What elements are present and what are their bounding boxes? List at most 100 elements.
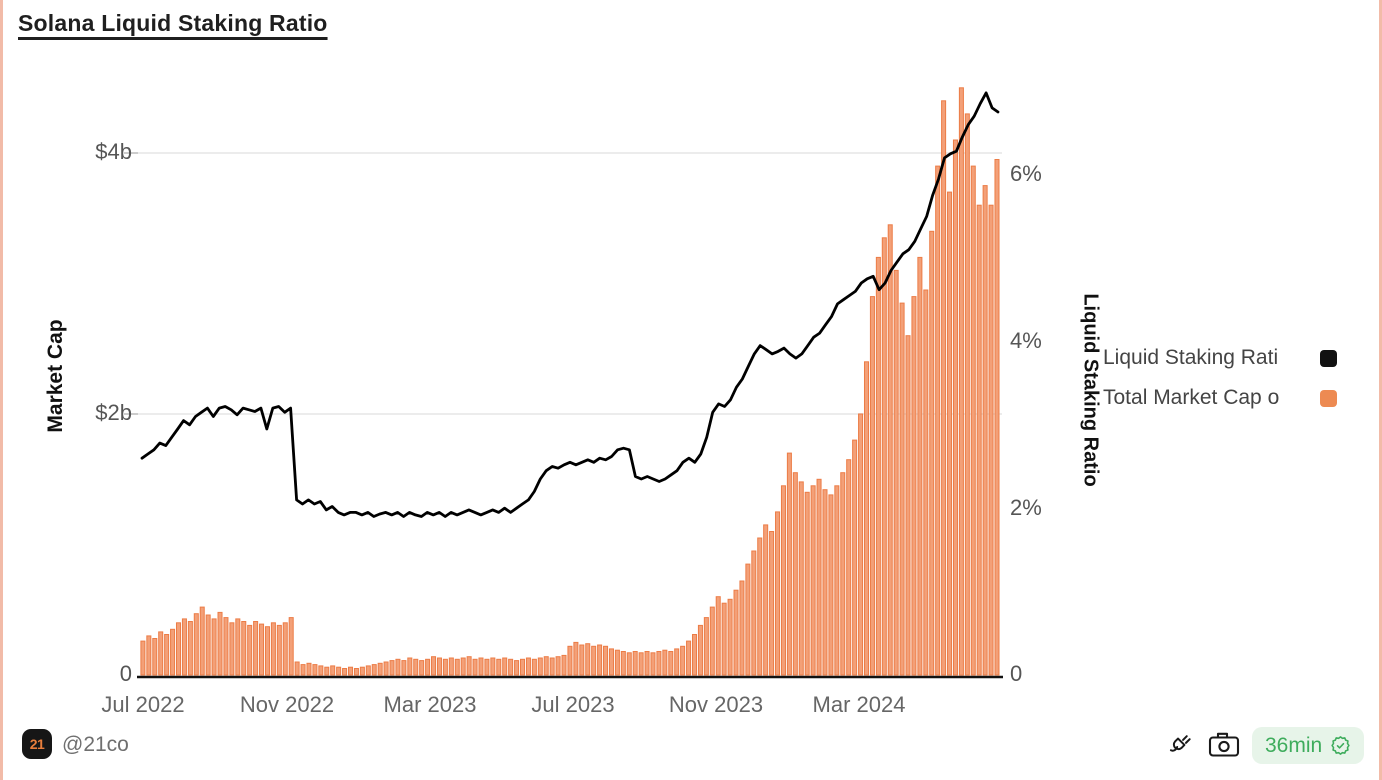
x-axis-tick-jul-2022: Jul 2022 [101, 692, 185, 717]
market-cap-bar [175, 622, 182, 676]
market-cap-bar [632, 651, 638, 676]
liquid-staking-ratio-line [140, 91, 1000, 518]
market-cap-bar [757, 537, 763, 676]
market-cap-bar [241, 621, 247, 676]
market-cap-bar [170, 628, 176, 676]
refresh-timer-badge[interactable]: 36min [1252, 727, 1365, 764]
market-cap-bar [911, 296, 917, 676]
market-cap-bar [644, 651, 650, 676]
market-cap-bar [549, 657, 555, 676]
market-cap-bar [146, 635, 152, 676]
market-cap-bar [650, 652, 656, 676]
market-cap-bar [810, 485, 816, 676]
chart-title-link[interactable]: Solana Liquid Staking Ratio [18, 10, 328, 36]
market-cap-bar [970, 165, 976, 676]
legend-item-liquid-staking-ratio[interactable]: Liquid Staking Rati [1103, 344, 1337, 372]
market-cap-bar [603, 645, 609, 676]
verified-seal-icon [1331, 736, 1350, 755]
market-cap-bar [181, 618, 187, 676]
market-cap-bar [739, 580, 745, 676]
x-axis-tick-mar-2024: Mar 2024 [812, 692, 906, 717]
market-cap-bar [484, 658, 490, 676]
market-cap-bar [620, 651, 626, 676]
market-cap-bar [223, 617, 229, 676]
market-cap-bar [638, 652, 644, 676]
market-cap-bar [929, 230, 935, 676]
market-cap-bar [780, 485, 786, 676]
market-cap-bar [763, 524, 769, 676]
market-cap-bar [318, 665, 324, 676]
legend-label: Total Market Cap o [1103, 386, 1280, 409]
market-cap-bar [846, 459, 852, 676]
market-cap-bar [508, 658, 514, 676]
market-cap-bar [923, 289, 929, 676]
market-cap-bar [413, 658, 419, 676]
market-cap-bar [312, 664, 318, 676]
market-cap-bar [947, 191, 953, 676]
market-cap-bar [152, 638, 158, 676]
right-axis-tick-4pct: 4% [1010, 328, 1042, 353]
market-cap-bar [211, 618, 217, 676]
x-axis-tick-jul-2023: Jul 2023 [531, 692, 615, 717]
market-cap-bar [276, 624, 282, 676]
market-cap-bar [816, 478, 822, 676]
left-axis-tick-0: 0 [119, 661, 132, 686]
market-cap-bar [359, 666, 365, 676]
right-axis-tick-2pct: 2% [1010, 495, 1042, 520]
market-cap-bar [371, 664, 377, 676]
market-cap-bar [478, 657, 484, 676]
market-cap-bar [235, 618, 241, 676]
market-cap-bar [247, 624, 253, 676]
market-cap-bar [608, 648, 614, 676]
market-cap-bar [852, 439, 858, 676]
market-cap-bar [306, 662, 312, 676]
legend: Liquid Staking Rati Total Market Cap o [1103, 344, 1337, 424]
camera-icon[interactable] [1208, 732, 1240, 763]
market-cap-bar [259, 623, 265, 676]
market-cap-bar [988, 204, 994, 676]
market-cap-bar [893, 269, 899, 676]
market-cap-bar [389, 660, 395, 676]
market-cap-bar [691, 634, 698, 676]
market-cap-bar [964, 113, 970, 676]
legend-label: Liquid Staking Rati [1103, 346, 1279, 369]
market-cap-bar [952, 139, 958, 676]
market-cap-bar [330, 665, 336, 676]
legend-item-total-market-cap[interactable]: Total Market Cap o [1103, 384, 1337, 412]
refresh-timer-text: 36min [1265, 733, 1323, 757]
market-cap-bar [442, 658, 448, 676]
market-cap-bar [858, 413, 864, 676]
market-cap-bar [407, 657, 413, 676]
market-cap-bar [614, 649, 620, 676]
market-cap-bar [863, 361, 870, 676]
market-cap-bar [751, 550, 757, 676]
market-cap-bar [656, 651, 662, 676]
plug-icon[interactable] [1166, 729, 1194, 762]
page-left-border [0, 0, 3, 780]
market-cap-bar [490, 657, 496, 676]
market-cap-bar [585, 643, 591, 676]
market-cap-bar [828, 494, 834, 676]
market-cap-bar [822, 489, 828, 676]
market-cap-bar [537, 657, 543, 676]
market-cap-bar [917, 256, 923, 676]
market-cap-bar [804, 491, 810, 676]
market-cap-bar [733, 589, 739, 676]
market-cap-bar [775, 511, 781, 676]
market-cap-bar [448, 657, 454, 676]
21co-logo[interactable]: 21 [22, 729, 52, 759]
market-cap-bar [680, 645, 686, 676]
market-cap-bar [217, 611, 223, 676]
market-cap-bar [199, 606, 205, 676]
market-cap-bar [436, 657, 442, 676]
market-cap-bar [519, 658, 526, 676]
market-cap-bar [158, 631, 164, 676]
market-cap-bar [472, 658, 478, 676]
author-handle-link[interactable]: @21co [62, 733, 129, 756]
market-cap-bar [715, 596, 721, 676]
market-cap-bar [431, 656, 437, 676]
market-cap-bar [591, 645, 597, 676]
market-cap-bar [579, 644, 585, 676]
market-cap-bar [460, 657, 466, 676]
